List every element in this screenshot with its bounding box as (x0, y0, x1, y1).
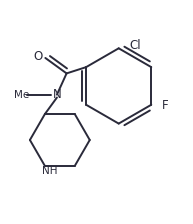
Text: F: F (162, 99, 168, 112)
Text: N: N (52, 88, 61, 101)
Text: O: O (33, 50, 43, 63)
Text: Me: Me (14, 90, 29, 100)
Text: NH: NH (42, 166, 58, 176)
Text: Cl: Cl (129, 39, 141, 52)
